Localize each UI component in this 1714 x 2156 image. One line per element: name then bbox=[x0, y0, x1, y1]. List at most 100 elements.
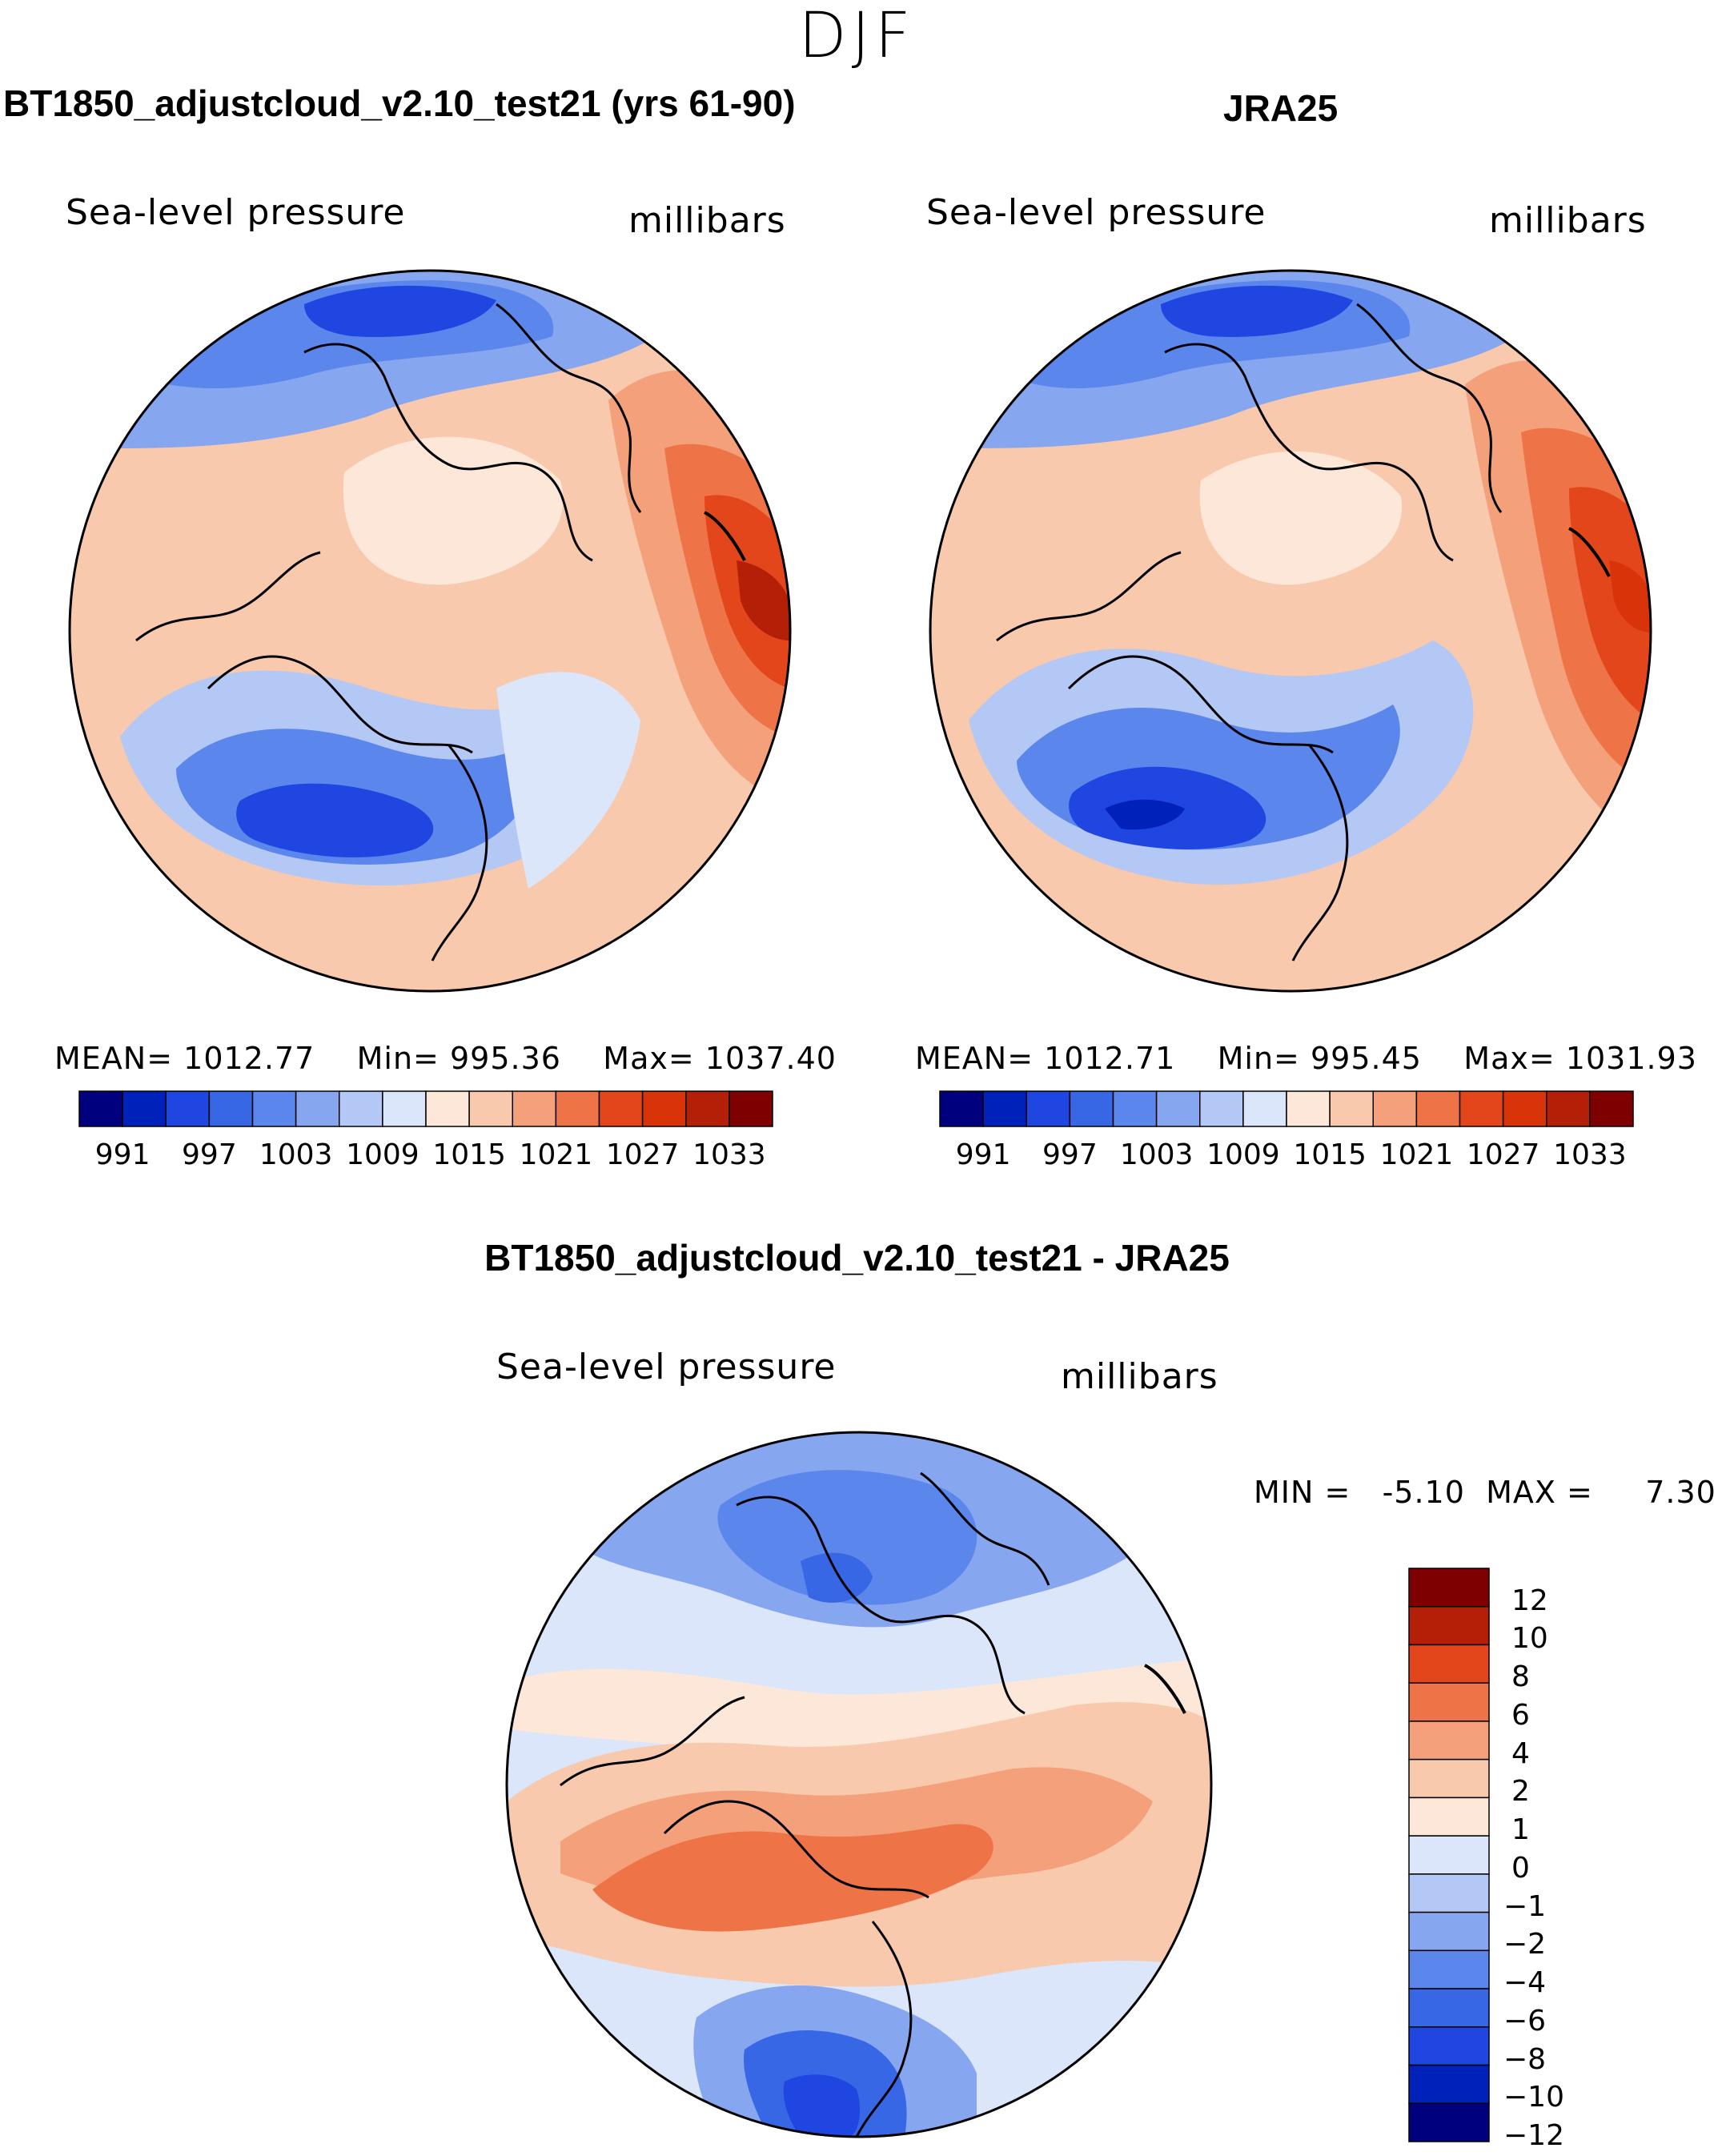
colorbar-swatch bbox=[685, 1090, 730, 1127]
colorbar-tick-label: −6 bbox=[1503, 2004, 1547, 2038]
p2-mean-value: 1012.71 bbox=[1044, 1041, 1176, 1076]
colorbar-tick-label: 10 bbox=[1511, 1622, 1548, 1656]
p1-region-aleutian-core bbox=[304, 285, 496, 337]
p3-max-label: MAX = bbox=[1486, 1475, 1593, 1510]
p1-region-arctic bbox=[343, 436, 564, 585]
figure-title: DJF bbox=[798, 0, 916, 72]
p2-mean-label: MEAN= bbox=[915, 1041, 1034, 1076]
p1-min-label: Min= bbox=[356, 1041, 440, 1076]
colorbar-swatch bbox=[598, 1090, 644, 1127]
p3-max-value: 7.30 bbox=[1645, 1475, 1714, 1510]
p1-mean-label: MEAN= bbox=[54, 1041, 174, 1076]
colorbar-swatch bbox=[1372, 1090, 1418, 1127]
p2-max-value: 1031.93 bbox=[1565, 1041, 1697, 1076]
p2-max-label: Max= bbox=[1463, 1041, 1555, 1076]
colorbar-swatch bbox=[1459, 1090, 1504, 1127]
colorbar-tick-label: 1027 bbox=[605, 1138, 680, 1171]
colorbar-swatch bbox=[78, 1090, 123, 1127]
colorbar-tick-label: 8 bbox=[1511, 1660, 1530, 1694]
colorbar-swatch bbox=[1069, 1090, 1114, 1127]
colorbar-tick-label: 6 bbox=[1511, 1698, 1530, 1732]
colorbar-swatch bbox=[1329, 1090, 1374, 1127]
panel-1-colorbar bbox=[78, 1090, 773, 1127]
colorbar-swatch bbox=[1408, 2064, 1490, 2105]
colorbar-tick-label: 1009 bbox=[346, 1138, 419, 1171]
panel-1-units: millibars bbox=[628, 200, 786, 241]
colorbar-swatch bbox=[1199, 1090, 1244, 1127]
colorbar-tick-label: 4 bbox=[1511, 1736, 1530, 1770]
p3-min-value: -5.10 bbox=[1382, 1475, 1465, 1510]
colorbar-tick-label: 1021 bbox=[1379, 1138, 1454, 1171]
colorbar-swatch bbox=[1408, 1988, 1490, 2028]
colorbar-swatch bbox=[468, 1090, 513, 1127]
colorbar-tick-label: −4 bbox=[1503, 1966, 1547, 2000]
colorbar-swatch bbox=[729, 1090, 773, 1127]
colorbar-tick-label: 0 bbox=[1511, 1851, 1530, 1885]
p2-min-value: 995.45 bbox=[1311, 1041, 1422, 1076]
panel-1-colorbar-ticks: 991 997 1003 1009 1015 1021 1027 1033 bbox=[0, 1138, 1714, 1178]
colorbar-swatch bbox=[1408, 2026, 1490, 2066]
panel-3-title: BT1850_adjustcloud_v2.10_test21 - JRA25 bbox=[484, 1237, 1230, 1279]
p1-map-border bbox=[68, 269, 792, 993]
colorbar-swatch bbox=[939, 1090, 984, 1127]
colorbar-tick-label: 997 bbox=[1042, 1138, 1098, 1171]
colorbar-tick-label: −10 bbox=[1503, 2081, 1564, 2114]
colorbar-swatch bbox=[1408, 1605, 1490, 1646]
colorbar-tick-label: 1 bbox=[1511, 1813, 1530, 1847]
panel-2-colorbar bbox=[939, 1090, 1634, 1127]
colorbar-swatch bbox=[641, 1090, 687, 1127]
p1-region-band bbox=[496, 672, 640, 889]
colorbar-swatch bbox=[1026, 1090, 1071, 1127]
colorbar-swatch bbox=[1408, 1758, 1490, 1799]
colorbar-swatch bbox=[1408, 1644, 1490, 1684]
p3-min-label: MIN = bbox=[1254, 1475, 1351, 1510]
colorbar-swatch bbox=[1408, 1568, 1490, 1608]
colorbar-tick-label: 1003 bbox=[259, 1138, 333, 1171]
colorbar-tick-label: 991 bbox=[955, 1138, 1011, 1171]
colorbar-swatch bbox=[1112, 1090, 1158, 1127]
panel-1-variable: Sea-level pressure bbox=[66, 192, 406, 233]
colorbar-tick-label: 997 bbox=[182, 1138, 237, 1171]
p1-mean-value: 1012.77 bbox=[183, 1041, 315, 1076]
colorbar-swatch bbox=[1408, 1797, 1490, 1837]
colorbar-tick-label: −1 bbox=[1503, 1889, 1547, 1923]
panel-3-colorbar bbox=[1408, 1568, 1490, 2142]
colorbar-tick-label: −12 bbox=[1503, 2119, 1564, 2152]
panel-3-colorbar-ticks: 12 10 8 6 4 2 1 0 −1 −2 −4 −6 −8 −10 −12 bbox=[1503, 1567, 1664, 2152]
colorbar-tick-label: 991 bbox=[94, 1138, 151, 1171]
colorbar-swatch bbox=[1546, 1090, 1591, 1127]
panel-3-stats: MIN = -5.10 MAX = 7.30 bbox=[1254, 1475, 1714, 1510]
colorbar-tick-label: 2 bbox=[1511, 1775, 1530, 1809]
colorbar-tick-label: −8 bbox=[1503, 2042, 1547, 2076]
panel-2-colorbar-ticks: 991 997 1003 1009 1015 1021 1027 1033 bbox=[0, 1138, 1714, 1178]
colorbar-swatch bbox=[1415, 1090, 1461, 1127]
colorbar-tick-label: 1033 bbox=[692, 1138, 766, 1171]
colorbar-tick-label: 1033 bbox=[1553, 1138, 1627, 1171]
colorbar-swatch bbox=[555, 1090, 600, 1127]
colorbar-tick-label: −2 bbox=[1503, 1928, 1547, 1961]
colorbar-swatch bbox=[1408, 1682, 1490, 1722]
colorbar-swatch bbox=[339, 1090, 383, 1127]
colorbar-swatch bbox=[982, 1090, 1027, 1127]
colorbar-swatch bbox=[1408, 1835, 1490, 1875]
colorbar-tick-label: 1003 bbox=[1119, 1138, 1194, 1171]
panel-3-units: millibars bbox=[1061, 1356, 1218, 1397]
colorbar-tick-label: 12 bbox=[1511, 1584, 1548, 1617]
colorbar-swatch bbox=[165, 1090, 211, 1127]
colorbar-swatch bbox=[1408, 1873, 1490, 1913]
colorbar-swatch bbox=[1286, 1090, 1331, 1127]
panel-2-stats: MEAN= 1012.71 Min= 995.45 Max= 1031.93 bbox=[915, 1041, 1697, 1076]
colorbar-swatch bbox=[1589, 1090, 1634, 1127]
colorbar-swatch bbox=[1408, 1949, 1490, 1989]
colorbar-swatch bbox=[208, 1090, 254, 1127]
p2-min-label: Min= bbox=[1217, 1041, 1300, 1076]
panel-3-variable: Sea-level pressure bbox=[496, 1347, 837, 1387]
colorbar-swatch bbox=[425, 1090, 470, 1127]
colorbar-swatch bbox=[382, 1090, 427, 1127]
p1-max-label: Max= bbox=[603, 1041, 695, 1076]
colorbar-swatch bbox=[295, 1090, 340, 1127]
panel-2-units: millibars bbox=[1489, 200, 1647, 241]
colorbar-tick-label: 1027 bbox=[1466, 1138, 1540, 1171]
colorbar-swatch bbox=[1502, 1090, 1547, 1127]
